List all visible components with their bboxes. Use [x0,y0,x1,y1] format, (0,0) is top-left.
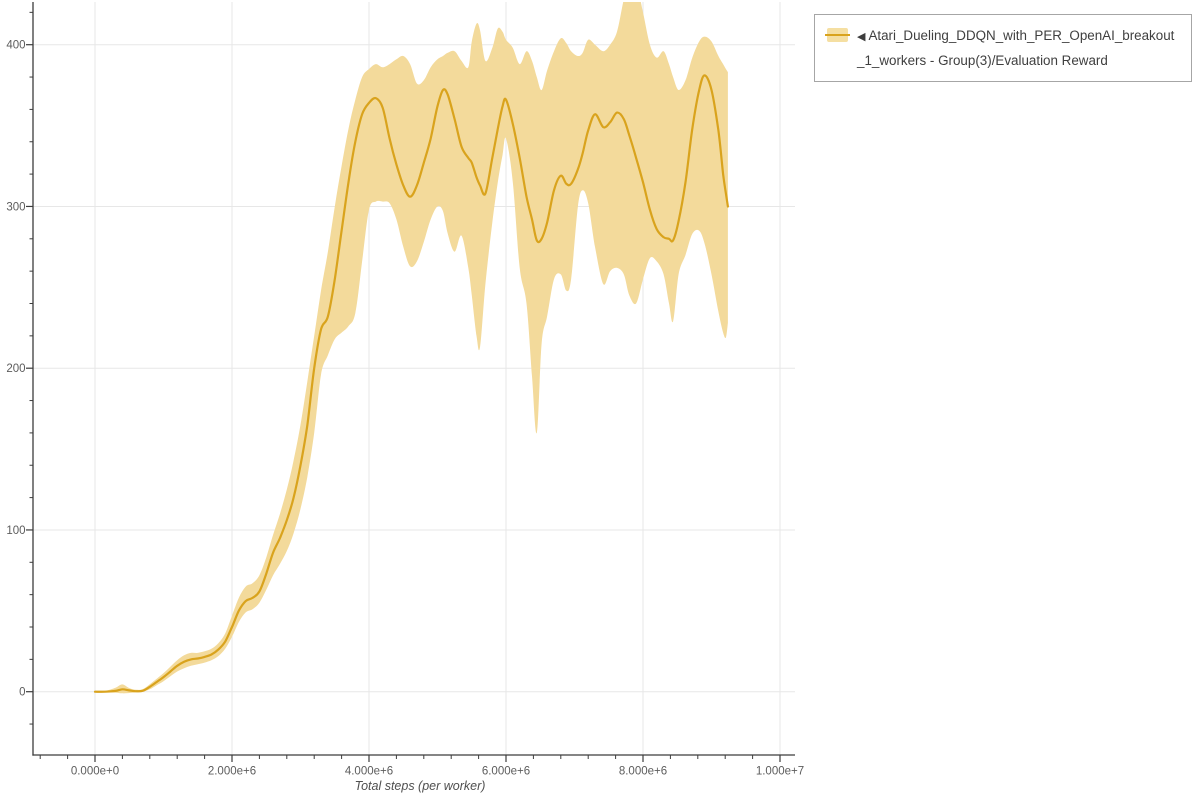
axes-layer [26,2,795,762]
y-tick-label: 100 [6,525,25,537]
confidence-band [95,2,728,694]
collapse-arrow-icon: ◀ [857,31,866,43]
tick-labels-layer: 0.000e+0 2.000e+6 4.000e+6 6.000e+6 8.000e+6… [6,40,804,778]
legend-swatch-icon [825,28,850,42]
x-tick-label: 0.000e+0 [71,766,119,778]
mean-line [93,74,729,693]
x-tick-label: 1.000e+7 [756,766,804,778]
x-axis-label: Total steps (per worker) [355,779,486,793]
y-tick-label: 400 [6,40,25,52]
legend-label: ◀ Atari_Dueling_DDQN_with_PER_OpenAI_bre… [857,24,1179,72]
y-tick-label: 200 [6,363,25,375]
series-layer [93,2,729,694]
legend-series-name: Atari_Dueling_DDQN_with_PER_OpenAI_break… [857,28,1175,68]
x-tick-label: 4.000e+6 [345,766,393,778]
x-tick-label: 2.000e+6 [208,766,256,778]
x-tick-label: 8.000e+6 [619,766,667,778]
y-tick-label: 0 [19,687,25,699]
y-tick-label: 300 [6,201,25,213]
legend-swatch-line [825,33,850,36]
legend-item-evaluation-reward[interactable]: ◀ Atari_Dueling_DDQN_with_PER_OpenAI_bre… [825,24,1179,72]
legend: ◀ Atari_Dueling_DDQN_with_PER_OpenAI_bre… [814,14,1192,82]
x-tick-label: 6.000e+6 [482,766,530,778]
